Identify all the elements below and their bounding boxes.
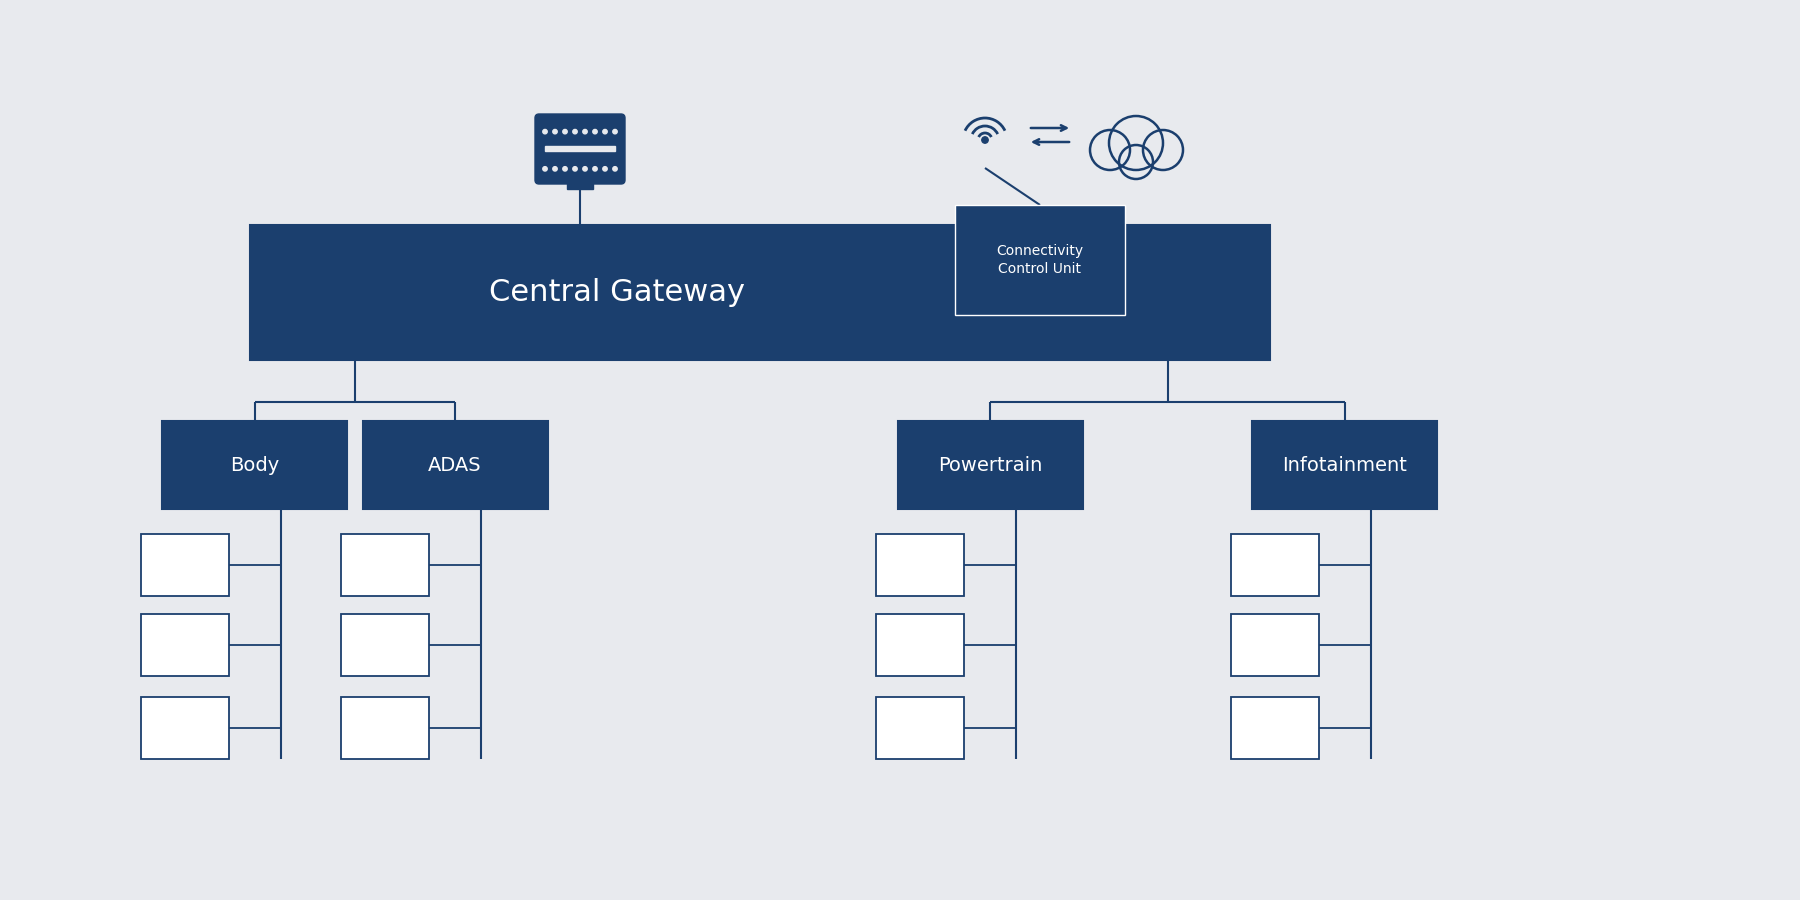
Circle shape [583, 130, 587, 134]
FancyBboxPatch shape [1094, 144, 1179, 166]
Circle shape [1143, 130, 1183, 170]
Text: ADAS: ADAS [428, 455, 482, 474]
Circle shape [1091, 130, 1130, 170]
FancyBboxPatch shape [140, 697, 229, 759]
FancyBboxPatch shape [956, 205, 1125, 315]
FancyBboxPatch shape [340, 697, 428, 759]
Circle shape [553, 130, 558, 134]
FancyBboxPatch shape [340, 534, 428, 596]
FancyBboxPatch shape [545, 146, 616, 151]
FancyBboxPatch shape [1231, 697, 1319, 759]
Circle shape [544, 130, 547, 134]
Circle shape [563, 166, 567, 171]
FancyBboxPatch shape [877, 534, 965, 596]
Circle shape [572, 166, 578, 171]
FancyBboxPatch shape [140, 534, 229, 596]
FancyBboxPatch shape [340, 614, 428, 676]
FancyBboxPatch shape [898, 421, 1082, 509]
FancyBboxPatch shape [1231, 614, 1319, 676]
FancyBboxPatch shape [1253, 421, 1438, 509]
FancyBboxPatch shape [362, 421, 547, 509]
Circle shape [553, 166, 558, 171]
FancyBboxPatch shape [162, 421, 347, 509]
Circle shape [603, 130, 607, 134]
Text: Connectivity
Control Unit: Connectivity Control Unit [997, 244, 1084, 276]
Circle shape [592, 166, 598, 171]
Circle shape [612, 166, 617, 171]
FancyBboxPatch shape [1231, 534, 1319, 596]
Circle shape [981, 137, 988, 143]
Circle shape [1120, 145, 1154, 179]
FancyBboxPatch shape [877, 697, 965, 759]
Circle shape [583, 166, 587, 171]
Text: Powertrain: Powertrain [938, 455, 1042, 474]
Circle shape [544, 166, 547, 171]
FancyBboxPatch shape [877, 614, 965, 676]
FancyBboxPatch shape [567, 179, 592, 189]
Circle shape [563, 130, 567, 134]
Text: Infotainment: Infotainment [1283, 455, 1408, 474]
Text: Central Gateway: Central Gateway [490, 278, 745, 307]
FancyBboxPatch shape [140, 614, 229, 676]
FancyBboxPatch shape [535, 114, 625, 184]
Circle shape [592, 130, 598, 134]
FancyBboxPatch shape [250, 225, 1271, 360]
Circle shape [572, 130, 578, 134]
Circle shape [612, 130, 617, 134]
Text: Body: Body [230, 455, 279, 474]
Circle shape [1109, 116, 1163, 170]
Circle shape [603, 166, 607, 171]
